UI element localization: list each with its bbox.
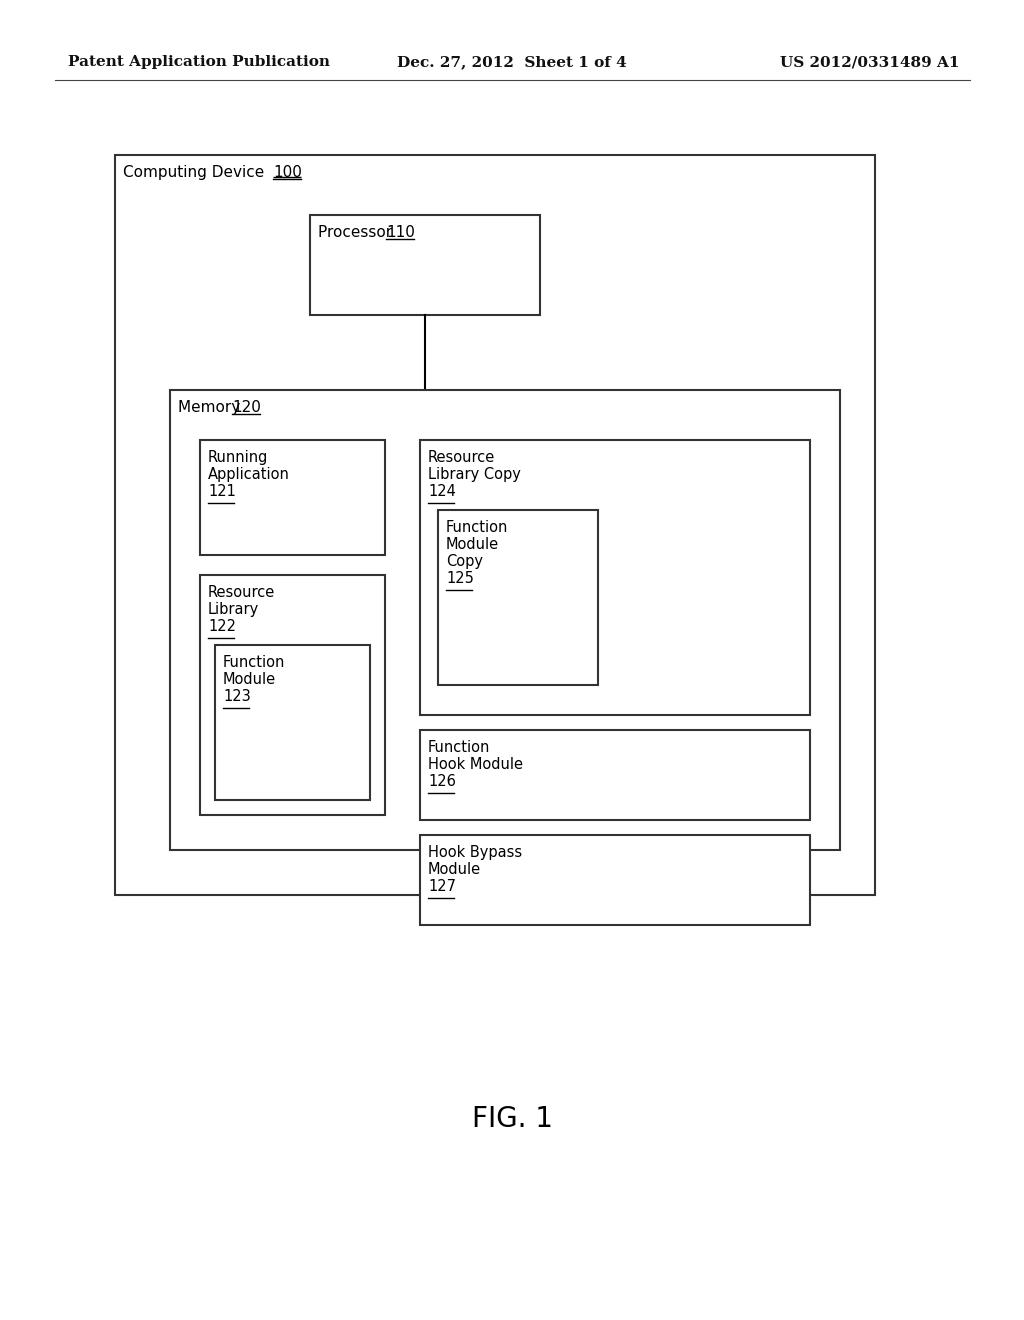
Text: Module: Module — [428, 862, 481, 876]
Text: 125: 125 — [446, 572, 474, 586]
Text: 100: 100 — [273, 165, 302, 180]
Text: 122: 122 — [208, 619, 236, 634]
Bar — [200, 440, 385, 554]
Bar — [310, 215, 540, 315]
Text: Resource: Resource — [208, 585, 275, 601]
Text: 124: 124 — [428, 484, 456, 499]
Bar — [121, 162, 381, 183]
Text: Dec. 27, 2012  Sheet 1 of 4: Dec. 27, 2012 Sheet 1 of 4 — [397, 55, 627, 69]
Text: Computing Device: Computing Device — [123, 165, 269, 180]
Text: Function: Function — [446, 520, 508, 535]
Text: 110: 110 — [386, 224, 415, 240]
Text: 120: 120 — [232, 400, 261, 414]
Text: 123: 123 — [223, 689, 251, 704]
Text: Processor: Processor — [318, 224, 397, 240]
Text: Computing Device: Computing Device — [123, 165, 269, 180]
Text: Library: Library — [208, 602, 259, 616]
Text: Hook Module: Hook Module — [428, 756, 523, 772]
Text: Application: Application — [208, 467, 290, 482]
Text: Library Copy: Library Copy — [428, 467, 521, 482]
Text: Function: Function — [428, 741, 490, 755]
Text: 127: 127 — [428, 879, 456, 894]
Bar — [170, 389, 840, 850]
Text: Module: Module — [446, 537, 499, 552]
Bar — [420, 730, 810, 820]
Bar — [215, 645, 370, 800]
Bar — [115, 154, 874, 895]
Bar — [420, 440, 810, 715]
Text: 100: 100 — [273, 165, 302, 180]
Text: FIG. 1: FIG. 1 — [471, 1105, 553, 1133]
Text: Resource: Resource — [428, 450, 496, 465]
Text: Memory: Memory — [178, 400, 245, 414]
Text: Patent Application Publication: Patent Application Publication — [68, 55, 330, 69]
Text: Hook Bypass: Hook Bypass — [428, 845, 522, 861]
Text: Running: Running — [208, 450, 268, 465]
Text: US 2012/0331489 A1: US 2012/0331489 A1 — [780, 55, 961, 69]
Text: Function: Function — [223, 655, 286, 671]
Text: Module: Module — [223, 672, 276, 686]
Text: 121: 121 — [208, 484, 236, 499]
Text: 100: 100 — [273, 165, 302, 180]
Text: Copy: Copy — [446, 554, 483, 569]
Text: 126: 126 — [428, 774, 456, 789]
Bar — [438, 510, 598, 685]
Bar — [200, 576, 385, 814]
Bar — [420, 836, 810, 925]
